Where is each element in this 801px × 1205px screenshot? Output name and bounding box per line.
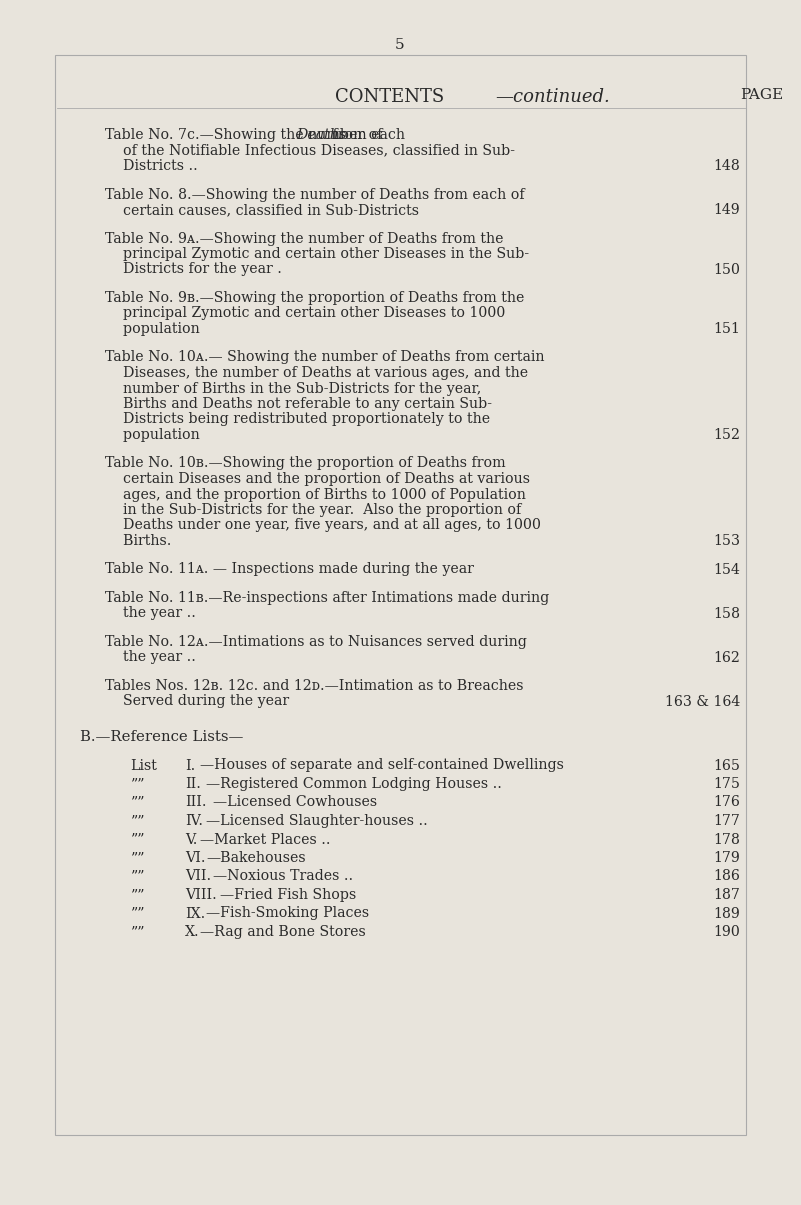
Text: Births and Deaths not referable to any certain Sub-: Births and Deaths not referable to any c…	[105, 396, 492, 411]
Text: —Fish-Smoking Places: —Fish-Smoking Places	[207, 906, 369, 921]
Text: from each: from each	[328, 128, 405, 142]
Text: X.: X.	[185, 925, 199, 939]
Text: Districts being redistributed proportionately to the: Districts being redistributed proportion…	[105, 412, 490, 427]
Text: Table No. 7c.—Showing the number of: Table No. 7c.—Showing the number of	[105, 128, 387, 142]
Text: certain causes, classified in Sub-Districts: certain causes, classified in Sub-Distri…	[105, 202, 419, 217]
Text: 189: 189	[713, 906, 740, 921]
Text: 5: 5	[395, 39, 405, 52]
Text: 151: 151	[713, 322, 740, 336]
Text: —continued.: —continued.	[495, 88, 610, 106]
Text: PAGE: PAGE	[740, 88, 783, 102]
Text: ””: ””	[130, 888, 144, 903]
Text: Tables Nos. 12ʙ. 12c. and 12ᴅ.—Intimation as to Breaches: Tables Nos. 12ʙ. 12c. and 12ᴅ.—Intimatio…	[105, 678, 524, 693]
Text: —Licensed Slaughter-houses ..: —Licensed Slaughter-houses ..	[207, 815, 429, 828]
Text: the year ..: the year ..	[105, 606, 196, 621]
Text: CONTENTS: CONTENTS	[335, 88, 445, 106]
Text: Table No. 8.—Showing the number of Deaths from each of: Table No. 8.—Showing the number of Death…	[105, 188, 525, 201]
Text: principal Zymotic and certain other Diseases in the Sub-: principal Zymotic and certain other Dise…	[105, 247, 529, 261]
Text: —Licensed Cowhouses: —Licensed Cowhouses	[213, 795, 377, 810]
Text: —Fried Fish Shops: —Fried Fish Shops	[219, 888, 356, 903]
FancyBboxPatch shape	[55, 55, 746, 1135]
Text: 148: 148	[713, 159, 740, 174]
Text: —Bakehouses: —Bakehouses	[207, 851, 306, 865]
Text: 149: 149	[713, 202, 740, 217]
Text: VII.: VII.	[185, 870, 211, 883]
Text: ””: ””	[130, 851, 144, 865]
Text: 178: 178	[713, 833, 740, 846]
Text: Table No. 11ᴀ. — Inspections made during the year: Table No. 11ᴀ. — Inspections made during…	[105, 563, 474, 576]
Text: in the Sub-Districts for the year.  Also the proportion of: in the Sub-Districts for the year. Also …	[105, 502, 521, 517]
Text: —Rag and Bone Stores: —Rag and Bone Stores	[200, 925, 366, 939]
Text: Districts ..: Districts ..	[105, 159, 198, 174]
Text: 150: 150	[713, 263, 740, 276]
Text: Table No. 12ᴀ.—Intimations as to Nuisances served during: Table No. 12ᴀ.—Intimations as to Nuisanc…	[105, 635, 527, 649]
Text: VIII.: VIII.	[185, 888, 217, 903]
Text: principal Zymotic and certain other Diseases to 1000: principal Zymotic and certain other Dise…	[105, 306, 505, 321]
Text: ””: ””	[130, 777, 144, 790]
Text: 179: 179	[713, 851, 740, 865]
Text: Table No. 10ʙ.—Showing the proportion of Deaths from: Table No. 10ʙ.—Showing the proportion of…	[105, 457, 505, 470]
Text: certain Diseases and the proportion of Deaths at various: certain Diseases and the proportion of D…	[105, 472, 530, 486]
Text: IV.: IV.	[185, 815, 203, 828]
Text: I.: I.	[185, 758, 195, 772]
Text: III.: III.	[185, 795, 207, 810]
Text: Table No. 10ᴀ.— Showing the number of Deaths from certain: Table No. 10ᴀ.— Showing the number of De…	[105, 351, 545, 364]
Text: V.: V.	[185, 833, 197, 846]
Text: II.: II.	[185, 777, 201, 790]
Text: population: population	[105, 428, 199, 442]
Text: ””: ””	[130, 815, 144, 828]
Text: 176: 176	[713, 795, 740, 810]
Text: 153: 153	[713, 534, 740, 548]
Text: —Market Places ..: —Market Places ..	[200, 833, 331, 846]
Text: ages, and the proportion of Births to 1000 of Population: ages, and the proportion of Births to 10…	[105, 488, 526, 501]
Text: ””: ””	[130, 906, 144, 921]
Text: —Noxious Trades ..: —Noxious Trades ..	[213, 870, 353, 883]
Text: 177: 177	[713, 815, 740, 828]
Text: —Registered Common Lodging Houses ..: —Registered Common Lodging Houses ..	[207, 777, 502, 790]
Text: Diseases, the number of Deaths at various ages, and the: Diseases, the number of Deaths at variou…	[105, 366, 528, 380]
Text: 162: 162	[713, 651, 740, 664]
Text: number of Births in the Sub-Districts for the year,: number of Births in the Sub-Districts fo…	[105, 382, 481, 395]
Text: ””: ””	[130, 833, 144, 846]
Text: Table No. 11ʙ.—Re-inspections after Intimations made during: Table No. 11ʙ.—Re-inspections after Inti…	[105, 590, 549, 605]
Text: 154: 154	[713, 563, 740, 576]
Text: Table No. 9ᴀ.—Showing the number of Deaths from the: Table No. 9ᴀ.—Showing the number of Deat…	[105, 231, 504, 246]
Text: 186: 186	[713, 870, 740, 883]
Text: Births.: Births.	[105, 534, 171, 548]
Text: B.—Reference Lists—: B.—Reference Lists—	[80, 730, 244, 743]
Text: Deaths under one year, five years, and at all ages, to 1000: Deaths under one year, five years, and a…	[105, 518, 541, 533]
Text: 165: 165	[713, 758, 740, 772]
Text: ””: ””	[130, 870, 144, 883]
Text: population: population	[105, 322, 199, 336]
Text: —Houses of separate and self-contained Dwellings: —Houses of separate and self-contained D…	[200, 758, 564, 772]
Text: VI.: VI.	[185, 851, 206, 865]
Text: Districts for the year .: Districts for the year .	[105, 263, 282, 276]
Text: 158: 158	[713, 606, 740, 621]
Text: 187: 187	[713, 888, 740, 903]
Text: List: List	[130, 758, 157, 772]
Text: 152: 152	[713, 428, 740, 442]
Text: Deaths: Deaths	[296, 128, 346, 142]
Text: Table No. 9ʙ.—Showing the proportion of Deaths from the: Table No. 9ʙ.—Showing the proportion of …	[105, 290, 525, 305]
Text: IX.: IX.	[185, 906, 205, 921]
Text: Served during the year: Served during the year	[105, 694, 289, 709]
Text: ””: ””	[130, 925, 144, 939]
Text: 190: 190	[713, 925, 740, 939]
Text: 175: 175	[713, 777, 740, 790]
Text: of the Notifiable Infectious Diseases, classified in Sub-: of the Notifiable Infectious Diseases, c…	[105, 143, 515, 158]
Text: 163 & 164: 163 & 164	[665, 694, 740, 709]
Text: the year ..: the year ..	[105, 651, 196, 664]
Text: ””: ””	[130, 795, 144, 810]
